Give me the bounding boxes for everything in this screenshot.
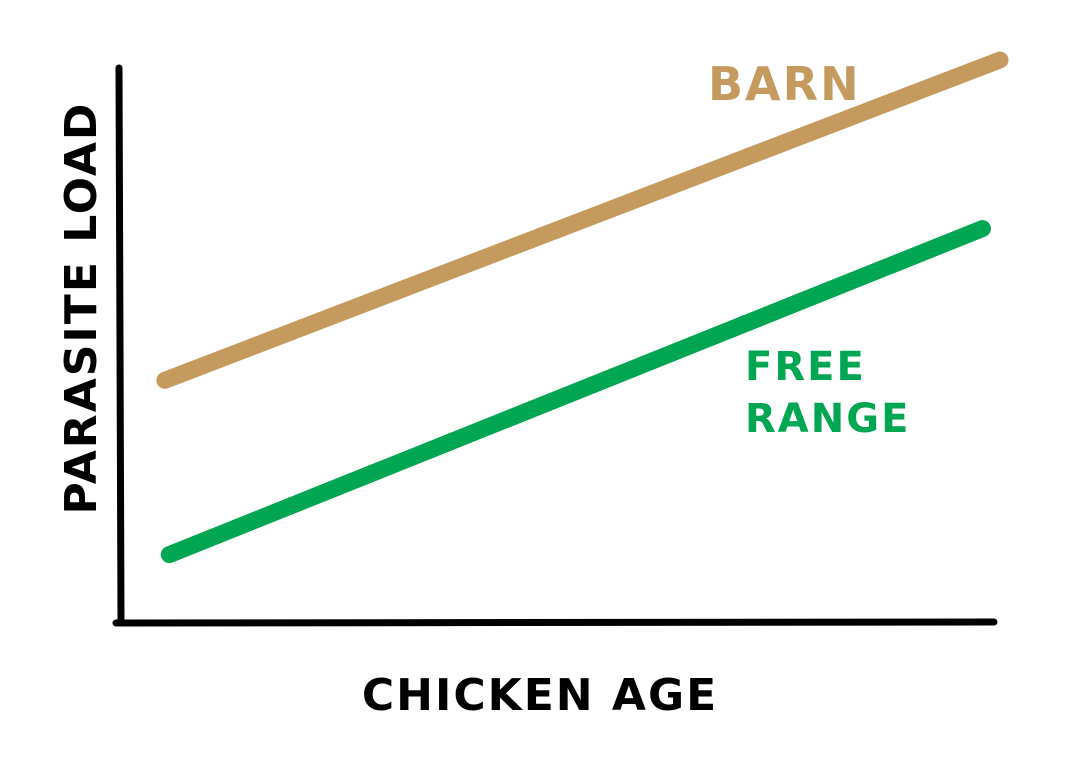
series-layer xyxy=(156,51,1009,564)
series-label-free-range: FREE RANGE xyxy=(745,344,910,442)
series-label-line: FREE xyxy=(745,344,866,390)
series-label-line: RANGE xyxy=(745,396,910,442)
series-line-barn xyxy=(156,51,1009,389)
y-axis xyxy=(115,64,125,626)
series-label-barn: BARN xyxy=(708,57,861,111)
x-axis xyxy=(112,618,998,627)
series-label-line: BARN xyxy=(708,57,861,111)
y-axis-label: PARASITE LOAD xyxy=(56,102,107,515)
series-line-free-range xyxy=(160,220,991,564)
axes xyxy=(112,64,998,627)
x-axis-label: CHICKEN AGE xyxy=(362,670,718,721)
series-label-layer: BARN FREE RANGE xyxy=(708,57,910,442)
